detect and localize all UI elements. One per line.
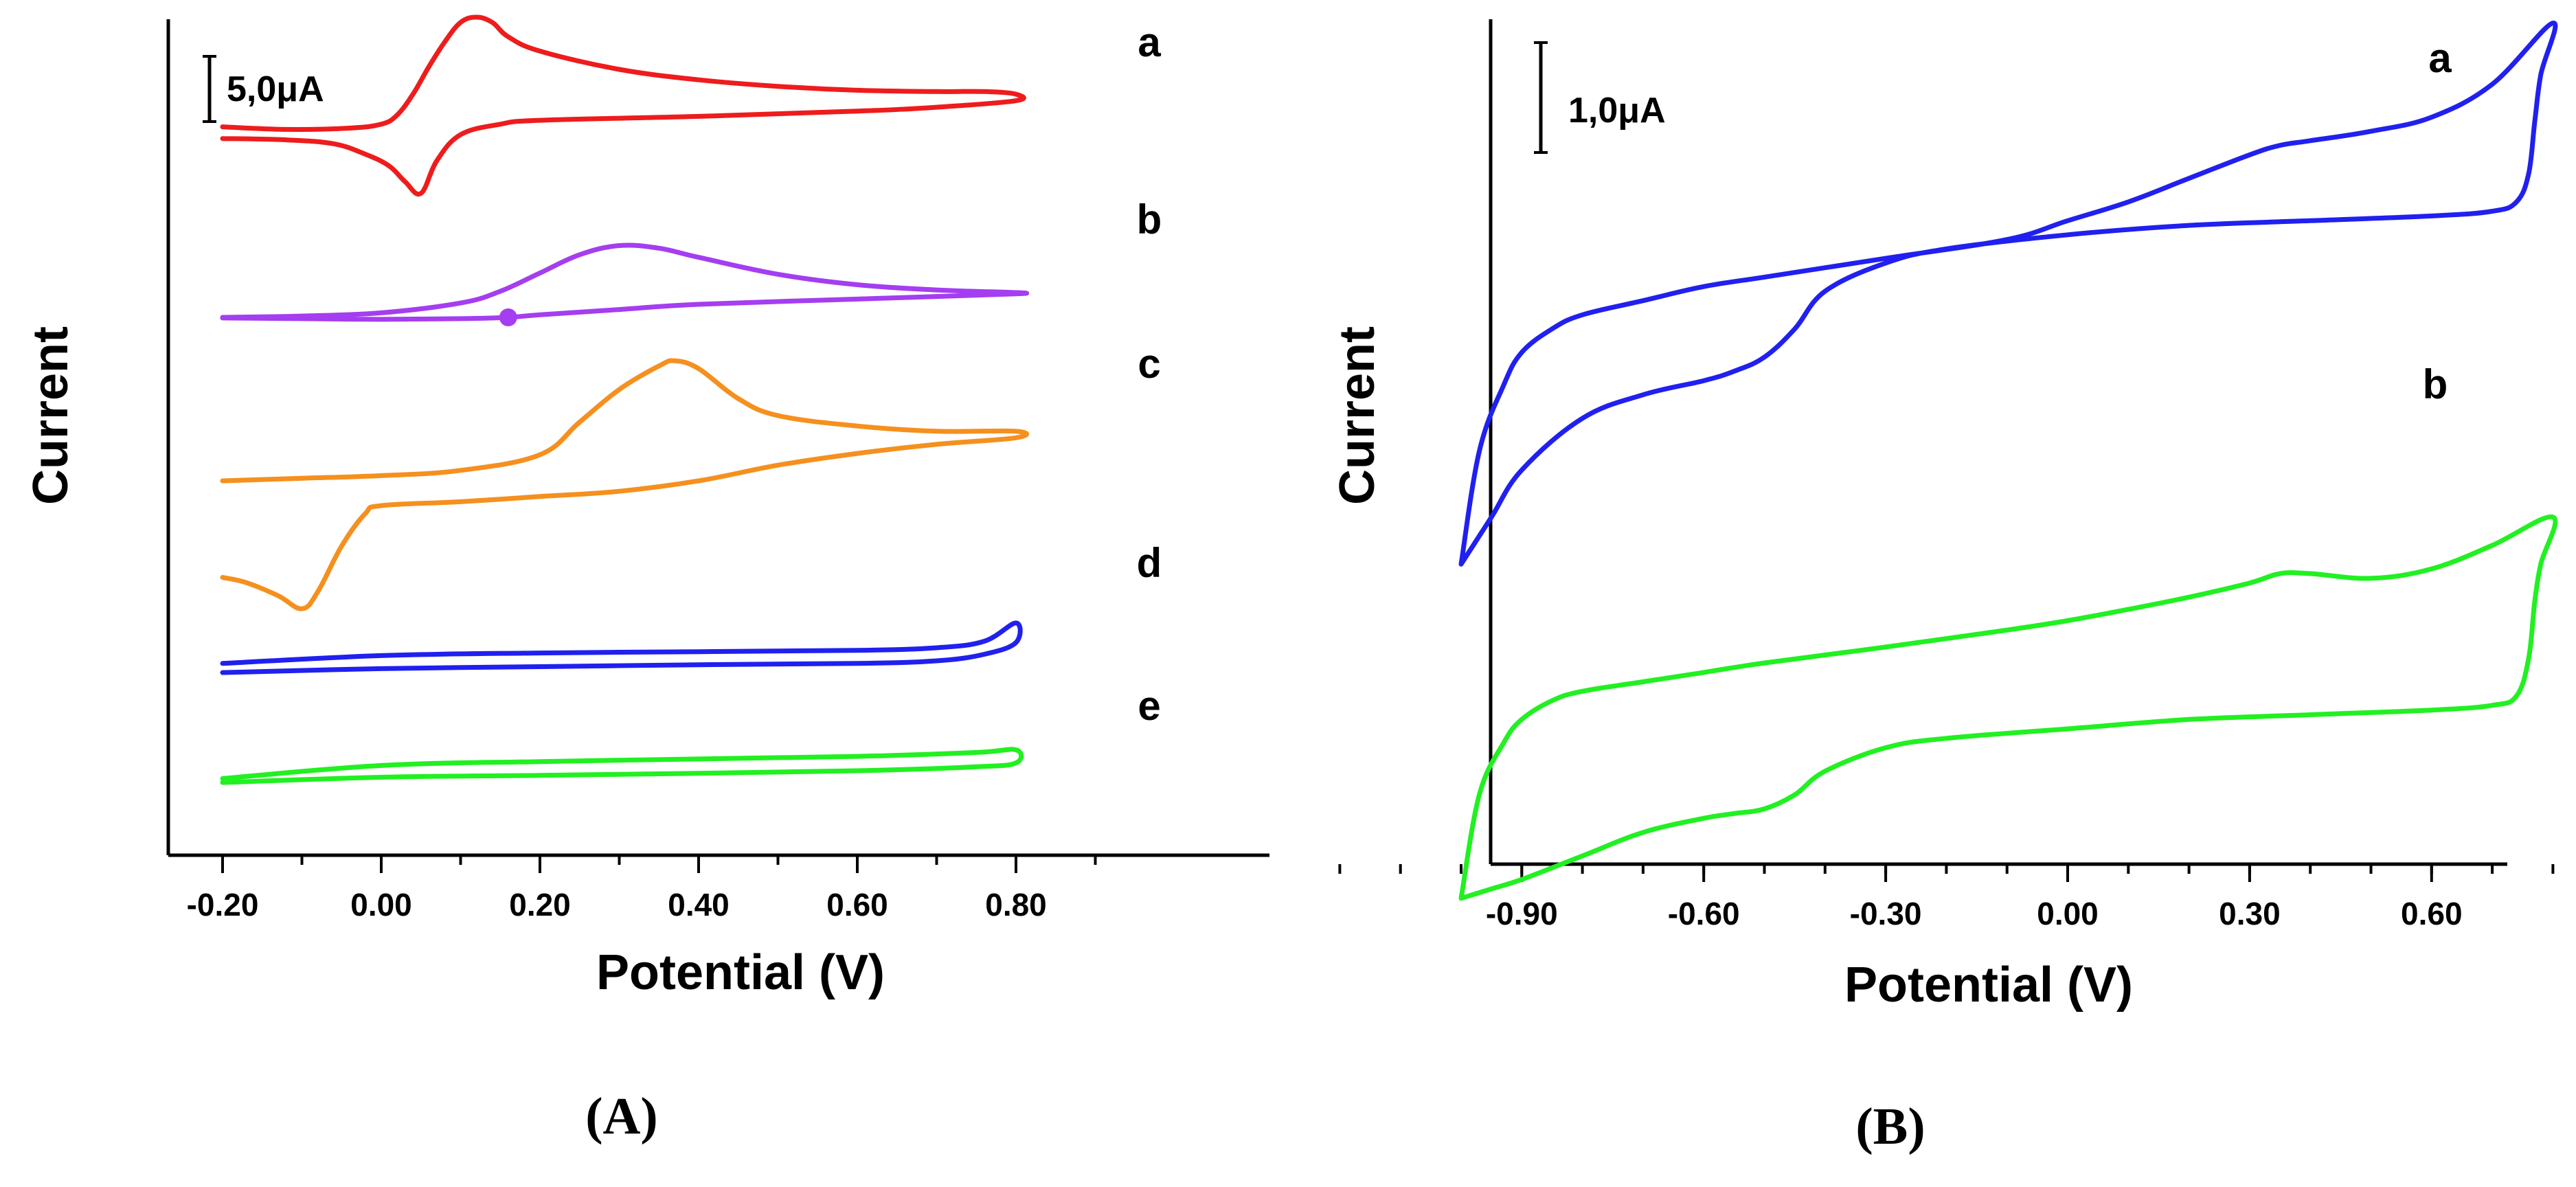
panel-a-scale-label: 5,0μA [227,69,324,109]
panel-a-curve-label-a: a [1138,19,1161,65]
panel-b-curve-label-b: b [2423,361,2448,407]
panel-a-y-axis-title: Current [23,326,78,505]
panel-b-scale-label: 1,0μA [1568,91,1666,131]
panel-a-chart: -0.20 0.00 0.20 0.40 0.60 0.80 a b c d e 5,0μA Po… [23,14,1269,1145]
panel-a-curves: a b c d e [220,14,1162,785]
panel-a-curve-label-e: e [1138,683,1160,729]
panel-a-x-tick-label: 0.20 [509,887,571,923]
panel-a-curve-b [220,242,1030,322]
panel-b-x-tick-label: 0.30 [2219,896,2281,931]
panel-a-x-ticks: -0.20 0.00 0.20 0.40 0.60 0.80 [187,855,1097,923]
panel-b-x-tick-label: -0.60 [1668,896,1740,931]
panel-b-curve-b [1458,514,2558,901]
panel-a-curve-d [220,620,1023,675]
panel-a-x-tick-label: 0.80 [985,887,1047,923]
panel-b-label: (B) [1855,1098,1925,1155]
panel-a-x-tick-label: 0.00 [350,887,412,923]
panel-b-curves: ab [1458,21,2558,901]
panel-b-curve-label-a: a [2428,35,2452,81]
panel-b-x-tick-label: -0.30 [1850,896,1922,931]
panel-b-x-axis-title: Potential (V) [1844,958,2133,1013]
panel-b-curve-a [1458,21,2558,567]
panel-b-chart: -0.90-0.60-0.300.000.300.600.90 ab 1,0μA… [1330,19,2558,1155]
panel-a-x-tick-label: 0.60 [826,887,888,923]
panel-a-curve-a [220,14,1026,197]
panel-b-x-tick-label: 0.60 [2401,896,2463,931]
panel-a-label: (A) [585,1087,658,1145]
panel-a-curve-e [220,747,1024,785]
panel-a-x-axis-title: Potential (V) [596,945,885,1000]
panel-b-y-axis-title: Current [1330,326,1385,505]
panel-a-x-tick-label: -0.20 [187,887,259,923]
panel-b-x-ticks: -0.90-0.60-0.300.000.300.600.90 [1338,864,2555,931]
panel-a-curve-b-marker [499,308,517,326]
panel-a-curve-c [220,358,1030,611]
panel-b-x-tick-label: -0.90 [1486,896,1558,931]
panel-a-curve-label-d: d [1137,540,1162,586]
panel-b-x-tick-label: 0.00 [2037,896,2099,931]
panel-a-curve-label-c: c [1138,341,1160,387]
panel-a-curve-label-b: b [1137,196,1162,242]
panel-a-x-tick-label: 0.40 [668,887,730,923]
